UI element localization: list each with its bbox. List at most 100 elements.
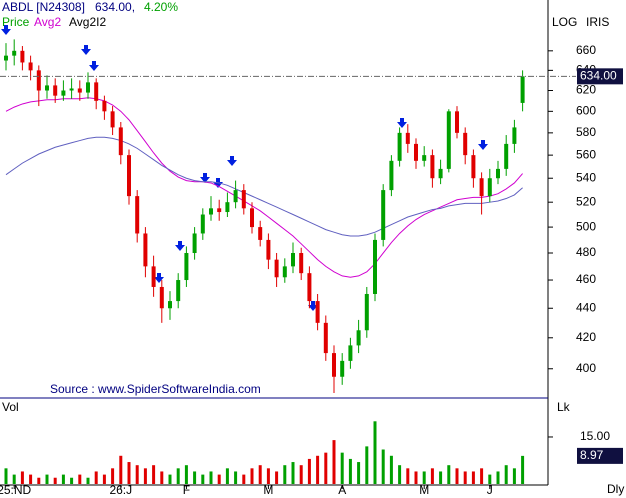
last-price-box [577,68,623,85]
volume-bar [414,471,418,484]
volume-bar [307,458,311,484]
source: Source : www.SpiderSoftwareIndia.com [50,382,261,396]
candle-body [86,82,90,93]
vol-tick-label: 15.00 [580,429,610,443]
volume-bar [455,468,459,484]
volume-bar [348,458,352,484]
candle-body [118,127,123,156]
candle-body [77,88,82,93]
candle-body [397,132,402,161]
volume-bar [324,452,328,484]
legend-avg2i2: Avg2I2 [69,15,106,29]
last-volume-box [577,447,623,464]
volume-bar [37,477,41,484]
candle-body [135,196,140,234]
candle-body [356,330,361,346]
y-tick-label: 480 [576,245,596,259]
x-tick-label: 26:J [109,483,132,497]
volume-bar [340,452,344,484]
candle-body [291,253,295,267]
y-tick-label: 400 [576,361,596,375]
candle-body [241,190,246,209]
candle-body [414,143,418,161]
candle-body [282,266,287,278]
volume-bar [119,455,123,484]
y-tick-label: 420 [576,330,596,344]
period[interactable]: Dly [607,482,624,496]
moving-average [5,136,523,237]
volume-bar [430,468,434,484]
y-tick-label: 560 [576,147,596,161]
candle-body [438,168,443,179]
volume-bar [78,474,82,484]
candle-body [348,345,353,361]
volume-bar [61,474,65,484]
candle-body [364,293,369,331]
volume-bar [447,465,451,484]
volume-bar [111,468,115,484]
volume-bar [250,468,254,484]
price: 634.00, [95,0,135,14]
volume-bar [193,471,197,484]
log-toggle[interactable]: LOG [552,15,577,29]
volume-bar [127,462,131,484]
candle-body [471,155,476,179]
volume-bar [365,446,369,484]
arrow [397,118,407,128]
volume-bar [12,474,16,484]
candle-body [12,50,17,56]
volume-bar [357,462,361,484]
candle-body [36,70,41,91]
x-tick-label: F [183,483,190,497]
candle-body [258,227,263,240]
volume-bar [439,471,443,484]
candle-body [61,90,66,96]
lk: Lk [557,400,571,414]
volume-bar [160,471,164,484]
volume-bar [70,477,74,484]
arrow [478,140,488,150]
iris[interactable]: IRIS [586,15,609,29]
candle-body [389,160,394,191]
candle-body [340,360,345,377]
volume-bar [398,465,402,484]
volume-bar [283,465,287,484]
volume-bar [225,468,229,484]
candle-body [520,76,525,103]
candle-body [28,62,33,71]
volume-bar [332,440,336,484]
candle-body [512,127,517,144]
legend-price: Price [2,15,30,29]
volume-bar [480,468,484,484]
x-tick-label: 25:ND [0,483,32,497]
volume-bar [152,465,156,484]
vol-label: Vol [2,400,19,414]
candle-body [4,55,8,61]
volume-bar [143,468,147,484]
candle-body [332,353,336,377]
y-tick-label: 500 [576,219,596,233]
last-price-label: 634.00 [580,69,617,83]
candle-body [250,208,254,228]
volume-bar [102,474,106,484]
volume-bar [258,465,262,484]
volume-bar [504,465,508,484]
volume-bar [176,468,180,484]
volume-bar [242,474,246,484]
volume-bar [291,462,295,484]
volume-bar [209,471,213,484]
y-tick-label: 620 [576,83,596,97]
volume-bar [521,455,525,484]
candle-body [176,280,181,302]
candle-body [323,322,328,354]
candle-body [496,168,500,179]
volume-bar [201,474,205,484]
candle-body [266,239,271,260]
symbol: ABDL [N24308] [2,0,85,14]
volume-bar [512,468,516,484]
volume-bar [406,468,410,484]
candle-body [422,155,427,161]
volume-bar [275,471,279,484]
volume-bar [381,449,385,484]
